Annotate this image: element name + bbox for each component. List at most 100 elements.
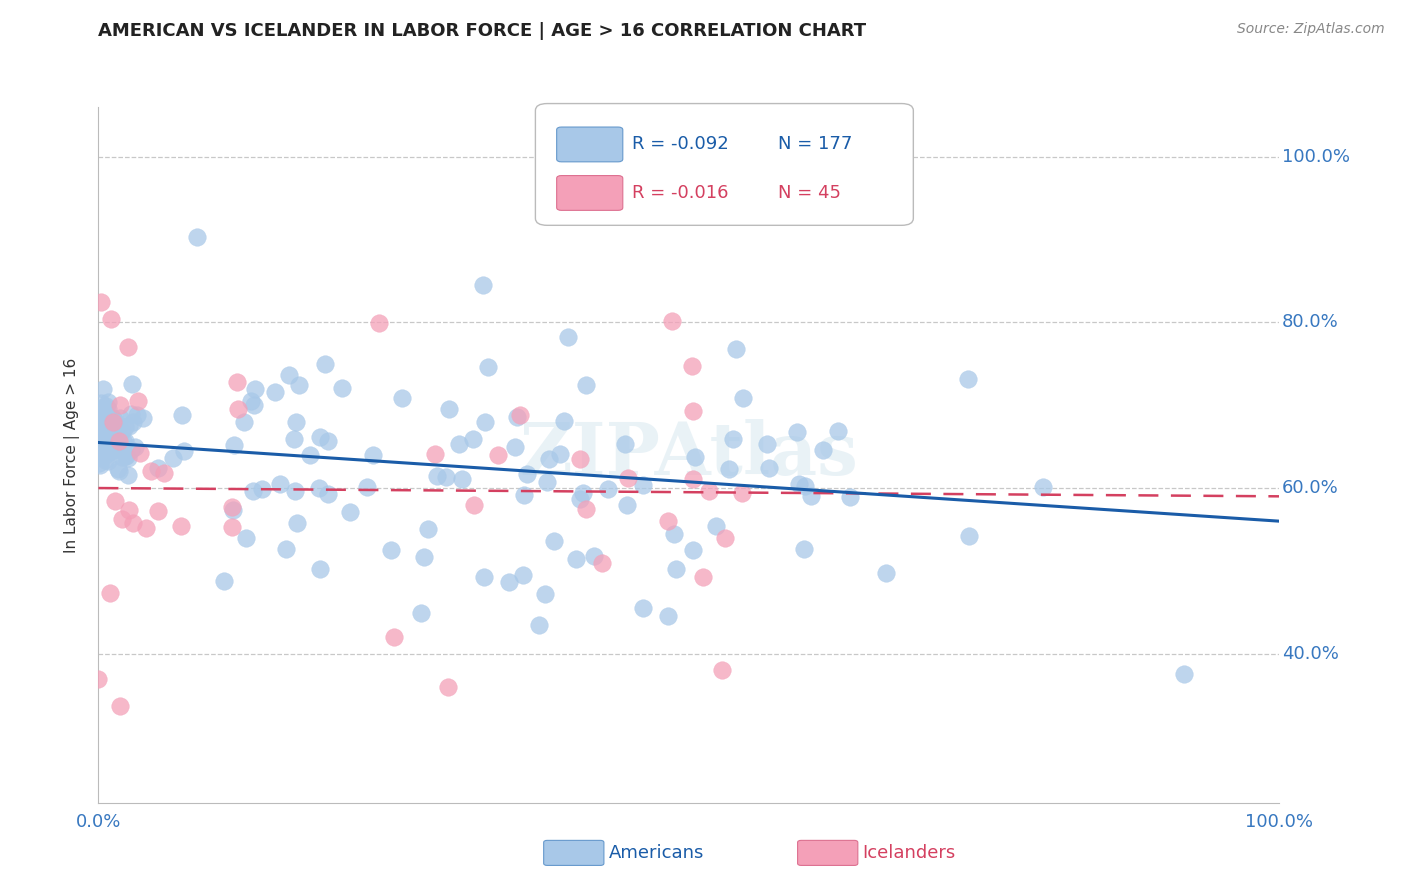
Point: [875, 566, 897, 581]
Point: [553, 414, 575, 428]
Point: [616, 498, 638, 512]
Point: [957, 372, 980, 386]
Point: [94, 436, 117, 450]
Point: [800, 489, 823, 503]
Point: [124, 440, 146, 454]
Point: [105, 421, 128, 435]
Point: [101, 429, 124, 443]
Text: AMERICAN VS ICELANDER IN LABOR FORCE | AGE > 16 CORRELATION CHART: AMERICAN VS ICELANDER IN LABOR FORCE | A…: [98, 22, 866, 40]
Point: [550, 447, 572, 461]
Point: [89, 450, 111, 464]
Point: [827, 425, 849, 439]
Point: [682, 404, 704, 418]
Point: [391, 391, 413, 405]
Point: [100, 433, 122, 447]
Point: [614, 437, 637, 451]
Point: [120, 443, 142, 458]
Point: [486, 448, 509, 462]
Point: [242, 483, 264, 498]
Point: [516, 467, 538, 481]
Point: [98, 586, 121, 600]
Point: [416, 522, 439, 536]
Point: [96, 399, 118, 413]
FancyBboxPatch shape: [557, 127, 623, 161]
Point: [474, 415, 496, 429]
Point: [91, 412, 114, 426]
Point: [87, 445, 110, 459]
Point: [813, 442, 835, 457]
Point: [436, 680, 458, 694]
Point: [568, 492, 591, 507]
Point: [111, 424, 134, 438]
Point: [107, 461, 129, 475]
Point: [787, 476, 810, 491]
Point: [97, 453, 120, 467]
Point: [89, 458, 111, 472]
Point: [100, 436, 122, 450]
Point: [93, 409, 115, 423]
Point: [721, 432, 744, 446]
Point: [212, 574, 235, 588]
Point: [361, 448, 384, 462]
Point: [100, 312, 122, 326]
Point: [148, 460, 170, 475]
Point: [503, 440, 526, 454]
Point: [146, 504, 169, 518]
Text: Americans: Americans: [609, 844, 704, 862]
Point: [529, 617, 551, 632]
Point: [108, 398, 131, 412]
Point: [105, 434, 128, 449]
Point: [661, 314, 683, 328]
Point: [714, 531, 737, 545]
Point: [173, 443, 195, 458]
Point: [368, 316, 391, 330]
Point: [426, 469, 449, 483]
Point: [512, 568, 534, 582]
Point: [565, 552, 588, 566]
Text: ZIPAtlas: ZIPAtlas: [519, 419, 859, 491]
Point: [537, 452, 560, 467]
Point: [356, 480, 378, 494]
Text: Source: ZipAtlas.com: Source: ZipAtlas.com: [1237, 22, 1385, 37]
Point: [87, 450, 110, 464]
Point: [513, 488, 536, 502]
Point: [463, 498, 485, 512]
Point: [94, 453, 117, 467]
Text: N = 45: N = 45: [778, 184, 841, 202]
Point: [449, 436, 471, 450]
Point: [959, 529, 981, 543]
Point: [439, 402, 461, 417]
Point: [682, 472, 704, 486]
Point: [308, 430, 330, 444]
Point: [330, 381, 353, 395]
Point: [91, 430, 114, 444]
Point: [568, 451, 591, 466]
Point: [108, 434, 131, 449]
Point: [434, 470, 457, 484]
Point: [243, 397, 266, 411]
Point: [409, 606, 432, 620]
Point: [121, 415, 143, 429]
Point: [97, 438, 120, 452]
Point: [90, 431, 112, 445]
Point: [574, 502, 596, 516]
Point: [318, 487, 340, 501]
Point: [117, 451, 139, 466]
Point: [226, 402, 249, 417]
Point: [121, 516, 143, 530]
Point: [129, 446, 152, 460]
Point: [451, 472, 474, 486]
Point: [221, 519, 243, 533]
Point: [423, 447, 446, 461]
Point: [101, 410, 124, 425]
Point: [104, 414, 127, 428]
Point: [107, 420, 129, 434]
Point: [758, 460, 780, 475]
Point: [121, 377, 143, 392]
Point: [170, 518, 193, 533]
Point: [235, 532, 257, 546]
Point: [96, 427, 118, 442]
Point: [472, 570, 495, 584]
Point: [711, 663, 734, 677]
Point: [1173, 666, 1195, 681]
